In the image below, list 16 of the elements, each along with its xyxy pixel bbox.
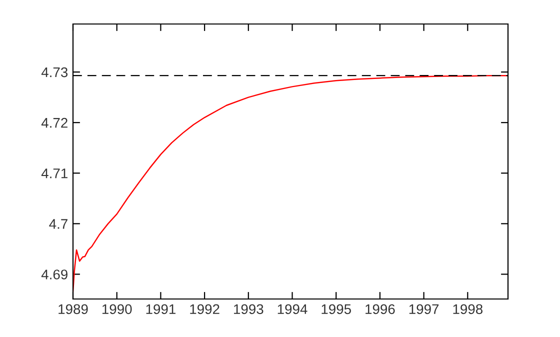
x-tick-label: 1992 [190, 304, 220, 314]
y-tick-label: 4.71 [41, 168, 68, 178]
x-tick-label: 1994 [278, 304, 308, 314]
line-series [73, 74, 508, 292]
y-tick-label: 4.7 [49, 219, 68, 229]
y-tick-label: 4.69 [41, 270, 68, 280]
x-tick-label: 1997 [409, 304, 439, 314]
x-tick-label: 1996 [366, 304, 395, 314]
x-tick-label: 1989 [58, 304, 88, 314]
x-tick-label: 1995 [322, 304, 351, 314]
x-tick-label: 1998 [453, 304, 483, 314]
x-tick-label: 1993 [234, 304, 264, 314]
x-tick-label: 1991 [146, 304, 176, 314]
x-tick-label: 1990 [102, 304, 132, 314]
y-tick-label: 4.72 [41, 118, 68, 128]
y-tick-label: 4.73 [41, 67, 68, 78]
